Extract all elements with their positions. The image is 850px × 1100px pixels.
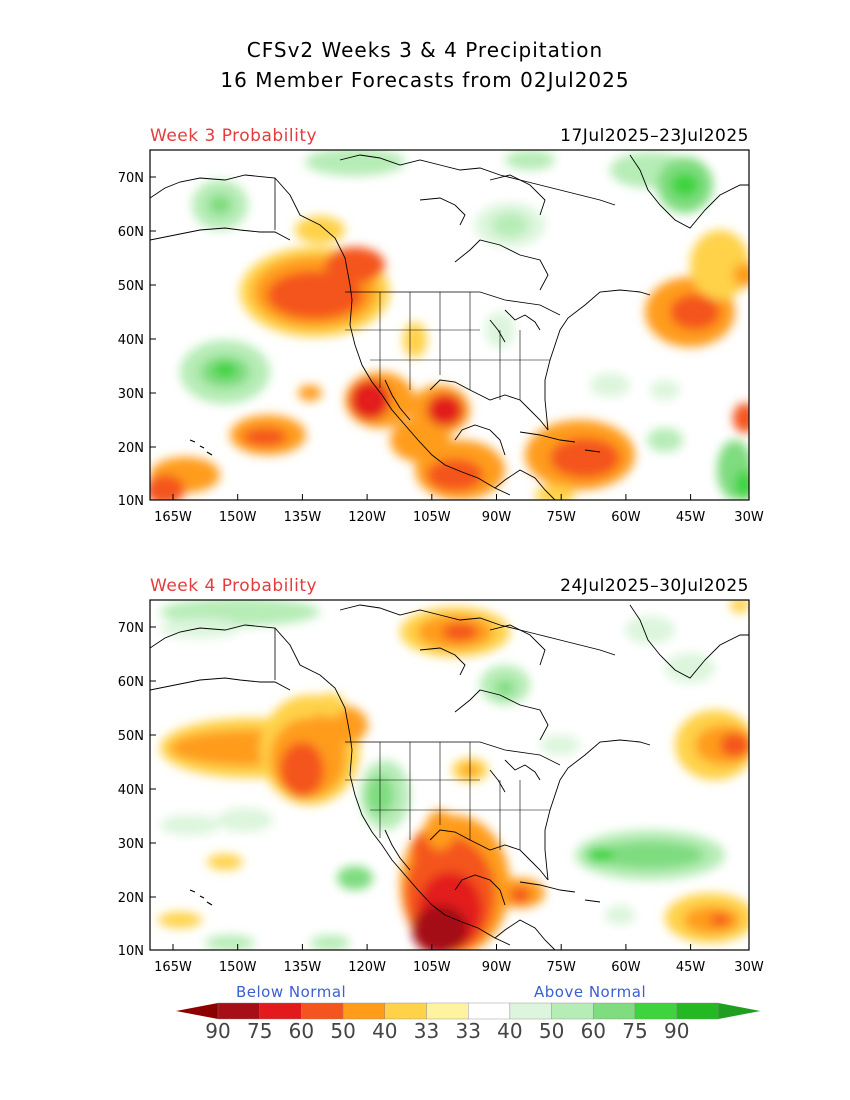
lon-tick-label: 90W: [482, 510, 512, 525]
lat-tick-label: 10N: [118, 494, 144, 509]
week3-frame: [149, 149, 750, 501]
axes-layer: 70N 60N 50N 40N 30N 20N 10N 165W 150W 135W 120W 105…: [118, 171, 764, 975]
lat-tick-label: 40N: [118, 333, 144, 348]
lon-tick-label: 75W: [546, 510, 576, 525]
title-line-1: CFSv2 Weeks 3 & 4 Precipitation: [246, 38, 604, 62]
lon-tick-label: 120W: [348, 510, 386, 525]
colorbar-value-label: 40: [372, 1019, 397, 1043]
lon-tick-label: 45W: [676, 960, 706, 975]
colorbar-arrow-right: [718, 1003, 761, 1019]
colorbar-value-label: 75: [622, 1019, 647, 1043]
week4-label: Week 4 Probability: [150, 576, 318, 596]
week4-map: [150, 600, 749, 950]
colorbar-value-label: 75: [247, 1019, 272, 1043]
colorbar-arrow-left: [176, 1003, 218, 1019]
week3-label: Week 3 Probability: [150, 126, 318, 146]
lon-tick-label: 135W: [284, 960, 322, 975]
colorbar-value-label: 33: [414, 1019, 439, 1043]
coastlines-week3: [150, 154, 749, 500]
lon-tick-label: 60W: [611, 960, 641, 975]
lat-tick-label: 60N: [118, 675, 144, 690]
lon-tick-label: 135W: [284, 510, 322, 525]
lon-tick-label: 165W: [154, 960, 192, 975]
lon-tick-label: 30W: [734, 510, 764, 525]
lon-tick-label: 90W: [482, 960, 512, 975]
colorbar-swatch: [509, 1002, 552, 1020]
colorbar-swatch: [593, 1002, 636, 1020]
lat-tick-label: 20N: [118, 891, 144, 906]
week4-frame: [149, 599, 750, 951]
week3-map: [150, 150, 749, 500]
lon-tick-label: 150W: [219, 510, 257, 525]
colorbar-swatch: [217, 1002, 260, 1020]
colorbar-swatch: [426, 1002, 469, 1020]
below-normal-label: Below Normal: [236, 983, 347, 1001]
colorbar-swatch: [468, 1002, 511, 1020]
title-line-2: 16 Member Forecasts from 02Jul2025: [220, 68, 630, 92]
lat-tick-label: 50N: [118, 279, 144, 294]
lat-tick-label: 70N: [118, 621, 144, 636]
colorbar-value-label: 90: [205, 1019, 230, 1043]
colorbar-value-label: 60: [289, 1019, 314, 1043]
colorbar-value-label: 60: [581, 1019, 606, 1043]
lon-tick-label: 105W: [413, 960, 451, 975]
lon-tick-label: 45W: [676, 510, 706, 525]
lon-tick-label: 120W: [348, 960, 386, 975]
lat-tick-label: 40N: [118, 783, 144, 798]
colorbar-swatch: [676, 1002, 719, 1020]
colorbar-swatch: [301, 1002, 344, 1020]
lat-tick-label: 70N: [118, 171, 144, 186]
lon-tick-label: 150W: [219, 960, 257, 975]
lon-tick-label: 60W: [611, 510, 641, 525]
lat-tick-label: 10N: [118, 944, 144, 959]
lon-tick-label: 105W: [413, 510, 451, 525]
lat-tick-label: 60N: [118, 225, 144, 240]
lon-tick-label: 75W: [546, 960, 576, 975]
colorbar-value-label: 50: [330, 1019, 355, 1043]
colorbar-swatch: [634, 1002, 677, 1020]
legend-colorbar: 90 75 60 50 40 33 33 40 50 60 75 90: [176, 1002, 761, 1043]
colorbar-value-label: 40: [497, 1019, 522, 1043]
lat-tick-label: 30N: [118, 837, 144, 852]
colorbar-value-label: 50: [539, 1019, 564, 1043]
lon-tick-label: 165W: [154, 510, 192, 525]
week4-dates: 24Jul2025–30Jul2025: [560, 576, 749, 596]
colorbar-swatch: [342, 1002, 386, 1020]
colorbar-swatch: [551, 1002, 594, 1020]
colorbar-value-label: 33: [455, 1019, 480, 1043]
lat-tick-label: 20N: [118, 441, 144, 456]
week3-dates: 17Jul2025–23Jul2025: [560, 126, 749, 146]
lat-tick-label: 30N: [118, 387, 144, 402]
above-normal-label: Above Normal: [534, 983, 647, 1001]
lon-tick-label: 30W: [734, 960, 764, 975]
colorbar-value-label: 90: [664, 1019, 689, 1043]
colorbar-swatch: [259, 1002, 302, 1020]
coastlines-week4: [150, 604, 749, 950]
colorbar-swatch: [384, 1002, 427, 1020]
lat-tick-label: 50N: [118, 729, 144, 744]
